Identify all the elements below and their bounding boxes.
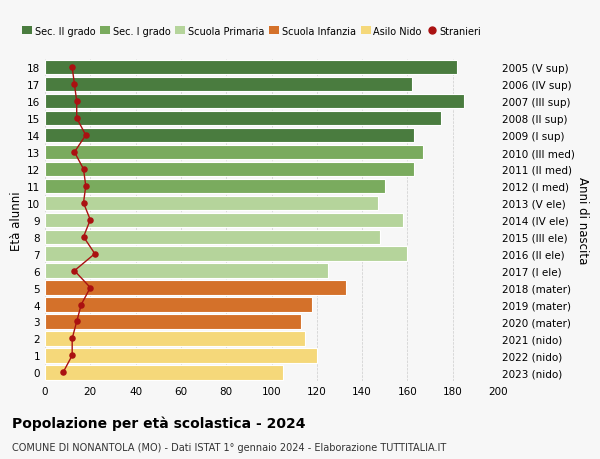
- Point: [90, 251, 100, 258]
- Y-axis label: Età alunni: Età alunni: [10, 190, 23, 250]
- Bar: [45, 281, 346, 295]
- Point: [81, 132, 91, 140]
- Bar: [45, 112, 442, 126]
- Point: [70, 268, 79, 275]
- Bar: [45, 196, 378, 211]
- Point: [72, 98, 82, 106]
- Point: [70, 81, 79, 89]
- Bar: [45, 162, 414, 177]
- Text: COMUNE DI NONANTOLA (MO) - Dati ISTAT 1° gennaio 2024 - Elaborazione TUTTITALIA.: COMUNE DI NONANTOLA (MO) - Dati ISTAT 1°…: [12, 442, 446, 452]
- Point: [79, 200, 88, 207]
- Bar: [45, 331, 305, 346]
- Bar: [45, 314, 301, 329]
- Bar: [45, 95, 464, 109]
- Text: Popolazione per età scolastica - 2024: Popolazione per età scolastica - 2024: [12, 415, 305, 430]
- Point: [67, 335, 77, 342]
- Point: [70, 149, 79, 157]
- Bar: [45, 213, 403, 228]
- Bar: [45, 179, 385, 194]
- Point: [86, 284, 95, 291]
- Bar: [45, 129, 414, 143]
- Point: [72, 318, 82, 325]
- Point: [79, 234, 88, 241]
- Legend: Sec. II grado, Sec. I grado, Scuola Primaria, Scuola Infanzia, Asilo Nido, Stran: Sec. II grado, Sec. I grado, Scuola Prim…: [18, 23, 485, 40]
- Point: [81, 183, 91, 190]
- Bar: [45, 264, 328, 278]
- Point: [76, 301, 86, 308]
- Point: [67, 64, 77, 72]
- Point: [67, 352, 77, 359]
- Y-axis label: Anni di nascita: Anni di nascita: [576, 177, 589, 264]
- Bar: [45, 78, 412, 92]
- Bar: [45, 230, 380, 244]
- Bar: [45, 247, 407, 261]
- Point: [79, 166, 88, 173]
- Bar: [45, 61, 457, 75]
- Point: [72, 115, 82, 123]
- Bar: [45, 348, 317, 363]
- Point: [58, 369, 68, 376]
- Bar: [45, 146, 423, 160]
- Bar: [45, 298, 312, 312]
- Bar: [45, 365, 283, 380]
- Point: [86, 217, 95, 224]
